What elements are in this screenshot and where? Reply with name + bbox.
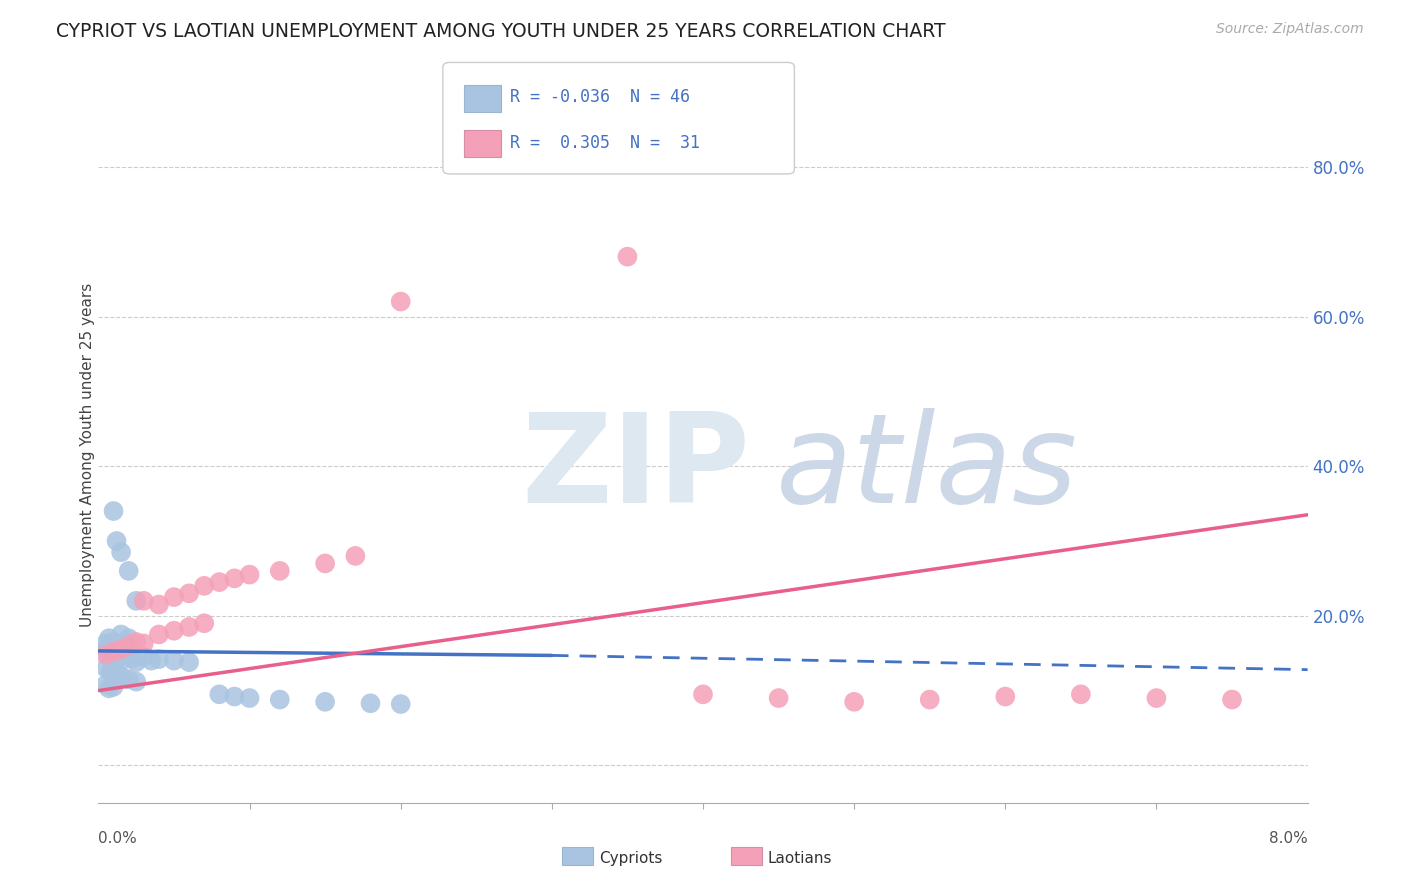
Y-axis label: Unemployment Among Youth under 25 years: Unemployment Among Youth under 25 years	[80, 283, 94, 627]
Point	[389, 697, 412, 711]
Point	[103, 648, 125, 662]
Point	[125, 655, 148, 669]
Point	[110, 545, 132, 559]
Point	[179, 586, 201, 600]
Text: CYPRIOT VS LAOTIAN UNEMPLOYMENT AMONG YOUTH UNDER 25 YEARS CORRELATION CHART: CYPRIOT VS LAOTIAN UNEMPLOYMENT AMONG YO…	[56, 22, 946, 41]
Point	[94, 677, 117, 691]
Point	[105, 639, 128, 653]
Text: Source: ZipAtlas.com: Source: ZipAtlas.com	[1216, 22, 1364, 37]
Point	[107, 642, 129, 657]
Point	[239, 567, 262, 582]
Point	[94, 648, 117, 662]
Point	[103, 635, 125, 649]
Point	[118, 631, 141, 645]
Point	[98, 681, 121, 696]
Point	[132, 649, 155, 664]
Text: atlas: atlas	[776, 409, 1077, 529]
Point	[94, 642, 117, 657]
Text: 0.0%: 0.0%	[98, 831, 138, 846]
Point	[389, 294, 412, 309]
Point	[94, 661, 117, 675]
Point	[179, 620, 201, 634]
Point	[359, 696, 381, 710]
Point	[98, 631, 121, 645]
Point	[193, 579, 215, 593]
Text: R =  0.305  N =  31: R = 0.305 N = 31	[510, 134, 700, 152]
Point	[103, 645, 125, 659]
Point	[314, 695, 336, 709]
Point	[111, 670, 134, 684]
Point	[163, 590, 186, 604]
Point	[118, 673, 141, 687]
Point	[100, 645, 122, 659]
Point	[224, 690, 246, 704]
Point	[114, 636, 136, 650]
Point	[239, 691, 262, 706]
Point	[125, 674, 148, 689]
Point	[110, 654, 132, 668]
Point	[918, 692, 941, 706]
Point	[105, 651, 128, 665]
Point	[692, 687, 714, 701]
Point	[314, 557, 336, 571]
Point	[148, 652, 170, 666]
Point	[118, 639, 141, 653]
Point	[141, 654, 163, 668]
Point	[96, 640, 118, 655]
Point	[994, 690, 1017, 704]
Point	[125, 635, 148, 649]
Point	[844, 695, 866, 709]
Point	[208, 687, 231, 701]
Point	[132, 594, 155, 608]
Point	[125, 594, 148, 608]
Point	[269, 692, 291, 706]
Point	[1070, 687, 1092, 701]
Point	[224, 571, 246, 585]
Text: 8.0%: 8.0%	[1268, 831, 1308, 846]
Point	[208, 575, 231, 590]
Point	[616, 250, 638, 264]
Point	[121, 651, 143, 665]
Point	[105, 533, 128, 548]
Point	[768, 691, 790, 706]
Point	[100, 665, 122, 679]
Point	[163, 654, 186, 668]
Point	[111, 640, 134, 655]
Point	[94, 636, 117, 650]
Point	[118, 564, 141, 578]
Point	[179, 655, 201, 669]
Point	[103, 504, 125, 518]
Point	[148, 627, 170, 641]
Point	[132, 636, 155, 650]
Point	[269, 564, 291, 578]
Point	[193, 616, 215, 631]
Point	[98, 649, 121, 664]
Point	[1144, 691, 1167, 706]
Point	[103, 680, 125, 694]
Point	[107, 667, 129, 681]
Point	[118, 648, 141, 662]
Point	[103, 663, 125, 677]
Point	[110, 642, 132, 657]
Text: ZIP: ZIP	[522, 409, 751, 529]
Text: Cypriots: Cypriots	[599, 851, 662, 865]
Point	[110, 627, 132, 641]
Point	[148, 598, 170, 612]
Text: Laotians: Laotians	[768, 851, 832, 865]
Point	[1220, 692, 1243, 706]
Point	[163, 624, 186, 638]
Point	[344, 549, 367, 563]
Text: R = -0.036  N = 46: R = -0.036 N = 46	[510, 88, 690, 106]
